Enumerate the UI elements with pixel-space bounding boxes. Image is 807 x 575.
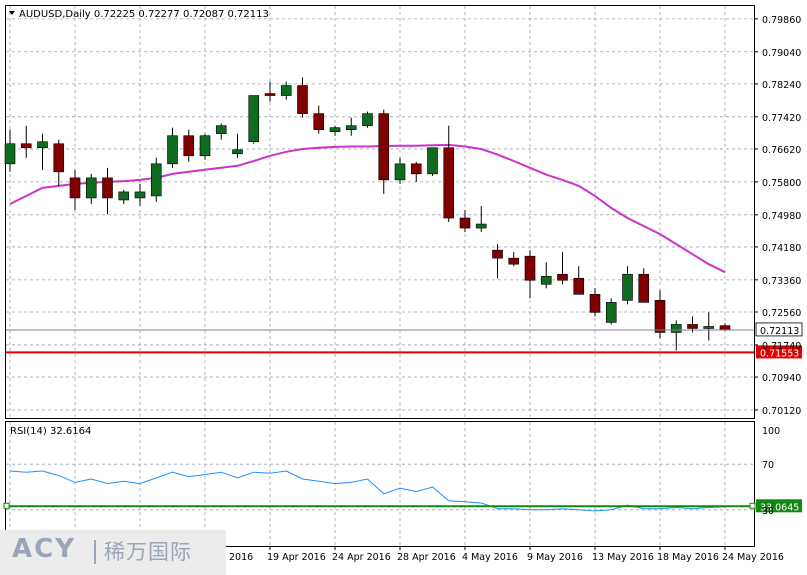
time-tick-label: 4 May 2016 [462, 552, 518, 563]
candle-bear [297, 85, 308, 114]
dropdown-arrow-icon[interactable] [9, 11, 15, 15]
price-tick-label: 0.79860 [762, 15, 801, 26]
candle-bull [622, 273, 633, 301]
candle-bull [215, 125, 227, 134]
candle-bear [557, 273, 568, 281]
candle-bear [313, 113, 325, 130]
candle-bull [4, 143, 16, 165]
price-tick-label: 0.75800 [762, 178, 801, 189]
price-panel-frame [5, 5, 755, 419]
candle-bull [232, 149, 243, 155]
time-tick-label: 13 May 2016 [592, 552, 654, 563]
candle-bull [199, 135, 211, 157]
candle-bear [492, 249, 503, 259]
rsi-tick-label: 70 [762, 460, 774, 471]
candle-bull [280, 85, 292, 96]
candle-bear [654, 300, 666, 333]
candle-bull [540, 275, 552, 285]
price-levels: 0.72113 0.71553 [6, 322, 803, 359]
time-tick-label: 24 Apr 2016 [332, 552, 391, 563]
candle-bear [410, 163, 422, 175]
time-tick-label: 28 Apr 2016 [397, 552, 456, 563]
candle-bear [719, 325, 731, 331]
candle-bull [329, 127, 341, 132]
ma-line [9, 143, 726, 274]
price-tick-label: 0.74180 [762, 243, 801, 254]
price-tick-label: 0.79040 [762, 48, 801, 59]
candle-bull [670, 324, 682, 333]
time-tick-label: 24 May 2016 [722, 552, 784, 563]
candle-bull [394, 163, 406, 181]
symbol-header: AUDUSD,Daily 0.72225 0.72277 0.72087 0.7… [19, 9, 269, 20]
candle-bull [475, 223, 487, 229]
candle-bull [118, 191, 130, 201]
candle-bull [150, 163, 162, 197]
candle-bull [362, 113, 373, 126]
candle-bear [102, 177, 113, 199]
candle-bear [264, 93, 276, 96]
time-tick-label-partial: 2016 [229, 552, 253, 563]
price-tick-label: 0.77420 [762, 113, 801, 124]
candle-bear [524, 255, 536, 281]
moving-average [9, 143, 726, 274]
candle-bear [508, 257, 520, 265]
rsi-level-handle-left [3, 502, 10, 509]
price-tick-label: 0.76620 [762, 145, 801, 156]
rsi-panel-frame [5, 421, 755, 547]
watermark-chinese: 稀万国际 [104, 540, 192, 564]
time-tick-label: 9 May 2016 [527, 552, 583, 563]
rsi-tick-label: 100 [762, 426, 780, 437]
candle-bull [605, 302, 617, 323]
candle-bull [248, 95, 260, 143]
price-tick-label: 0.74980 [762, 211, 801, 222]
support-label: 0.71553 [760, 348, 799, 359]
candle-bear [443, 147, 455, 219]
price-tick-label: 0.73360 [762, 276, 801, 287]
rsi-line [9, 470, 726, 512]
candle-bull [167, 135, 178, 165]
price-tick-label: 0.70940 [762, 373, 801, 384]
candle-bull [345, 125, 357, 130]
rsi-level-tag [756, 499, 802, 513]
rsi-label: RSI(14) 32.6164 [10, 426, 91, 437]
candle-bull [85, 177, 97, 199]
time-tick-label: 19 Apr 2016 [267, 552, 326, 563]
watermark-separator [94, 540, 96, 564]
candles [4, 77, 731, 351]
axes: 0.79860 0.79040 0.78240 0.77420 0.76620 0.758… [229, 15, 801, 563]
candle-bull [703, 326, 715, 329]
candle-bear [459, 217, 471, 229]
price-tick-label: 0.72560 [762, 308, 801, 319]
candle-bull [134, 191, 146, 199]
candle-bear [53, 143, 65, 173]
candle-bear [69, 177, 81, 199]
candle-bull [37, 141, 48, 149]
candle-bear [20, 143, 32, 149]
candle-bear [687, 324, 698, 329]
current-price-tag [755, 322, 803, 337]
rsi-indicator: 33.0645 [3, 470, 802, 513]
price-tick-label: 0.70120 [762, 406, 801, 417]
watermark-logo: ACY 稀万国际 [0, 530, 226, 575]
candle-bear [378, 113, 390, 181]
candle-bear [573, 277, 585, 295]
watermark-brand: ACY [12, 534, 77, 564]
candle-bear [638, 273, 650, 303]
candle-bear [183, 135, 195, 157]
rsi-tick-label: 30 [762, 506, 774, 517]
rsi-level-handle-right [749, 502, 756, 509]
price-tick-label: 0.78240 [762, 80, 801, 91]
current-price-label: 0.72113 [760, 326, 799, 337]
candle-bear [589, 294, 601, 313]
rsi-level-label: 33.0645 [760, 502, 799, 513]
price-tick-label: 0.71740 [762, 341, 801, 352]
support-tag [756, 345, 802, 359]
time-tick-label: 18 May 2016 [657, 552, 719, 563]
candle-bull [427, 147, 438, 175]
